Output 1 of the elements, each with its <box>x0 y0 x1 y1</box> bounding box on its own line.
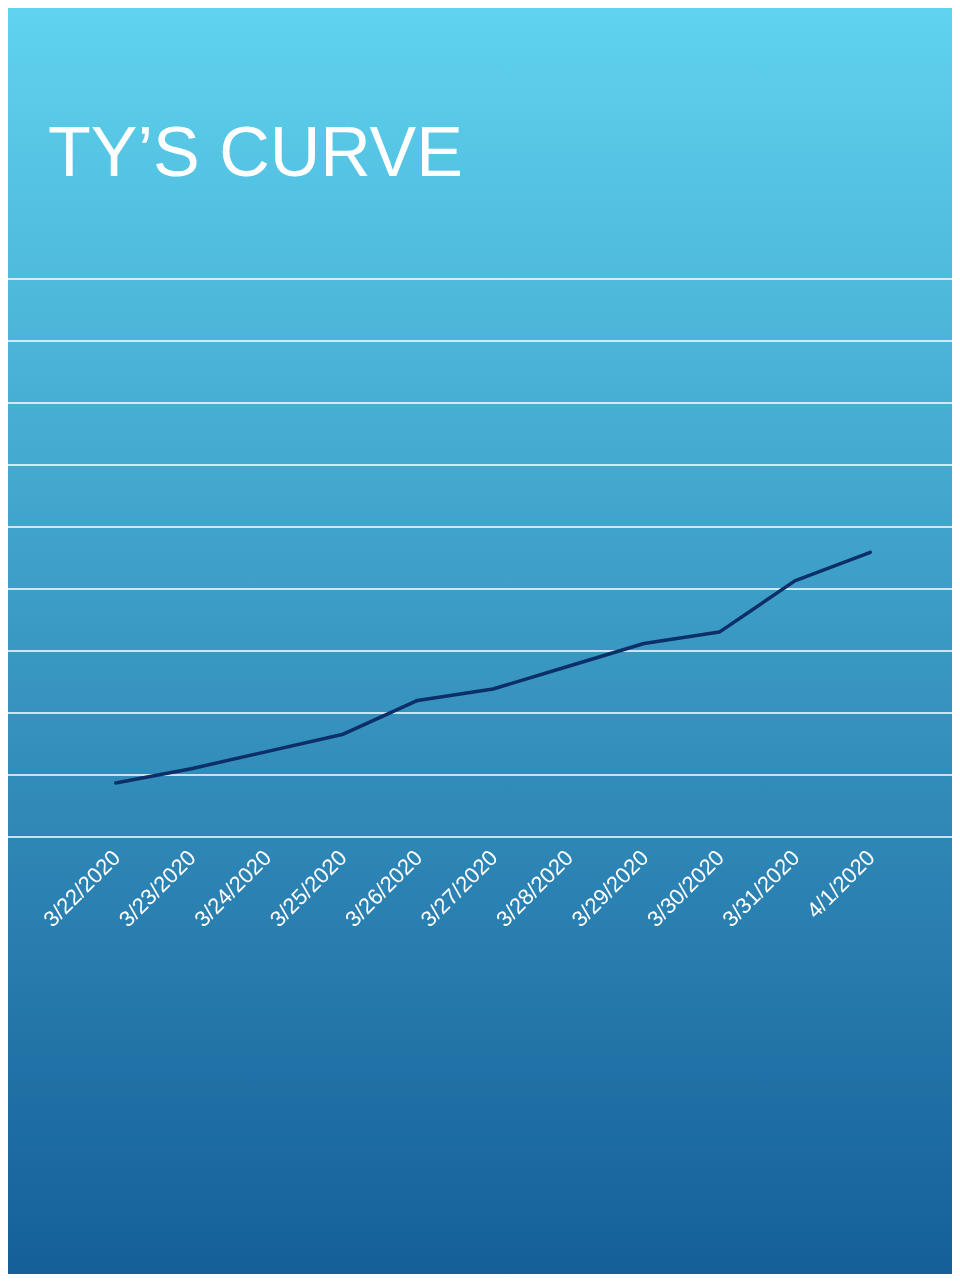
chart-title: TY’S CURVE <box>48 113 463 191</box>
